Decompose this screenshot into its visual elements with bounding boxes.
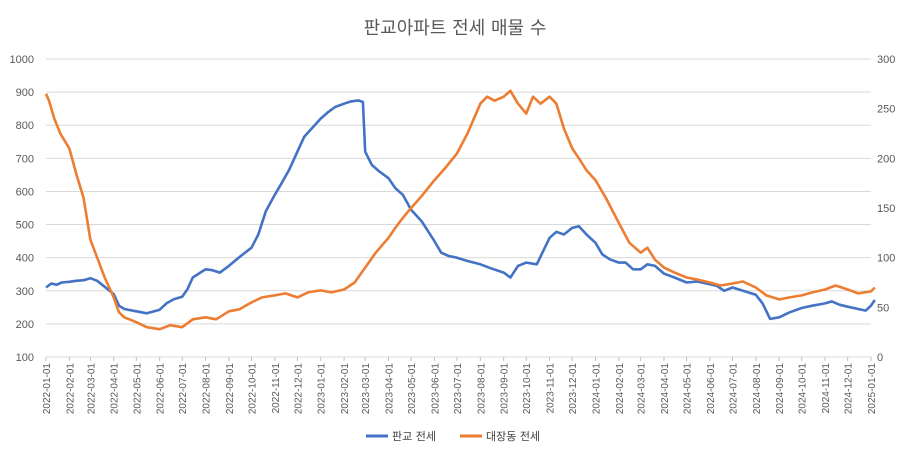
x-tick-label: 2023-09-01 [500,363,511,415]
x-tick-label: 2022-01-01 [42,363,53,415]
y-right-tick-label: 0 [877,352,883,364]
x-tick-label: 2024-05-01 [683,363,694,415]
x-tick-label: 2022-05-01 [132,363,143,415]
y-left-tick-label: 700 [16,153,34,165]
y-left-tick-label: 600 [16,186,34,198]
x-tick-label: 2024-02-01 [615,363,626,415]
x-tick-label: 2024-07-01 [728,363,739,415]
x-tick-label: 2024-09-01 [775,363,786,415]
y-right-tick-label: 150 [877,203,895,215]
x-tick-label: 2022-12-01 [293,363,304,415]
x-tick-label: 2023-10-01 [522,363,533,415]
x-tick-label: 2023-01-01 [317,363,328,415]
x-tick-label: 2023-07-01 [453,363,464,415]
y-left-tick-label: 200 [16,319,34,331]
legend-label-0: 판교 전세 [392,430,436,443]
x-tick-label: 2024-04-01 [660,363,671,415]
gridlines [46,58,871,358]
x-tick-label: 2023-08-01 [476,363,487,415]
y-left-tick-label: 800 [16,120,34,132]
x-tick-label: 2022-06-01 [156,363,167,415]
x-tick-label: 2025-01-01 [867,363,878,415]
x-tick-label: 2022-08-01 [202,363,213,415]
legend-label-1: 대장동 전세 [486,430,540,443]
y-right-tick-label: 200 [877,153,895,165]
x-tick-label: 2024-10-01 [798,363,809,415]
y-left-tick-label: 100 [16,352,34,364]
y-axis-right: 0 50 100 150 200 250 300 [877,54,895,364]
y-right-tick-label: 100 [877,253,895,265]
x-tick-label: 2023-05-01 [407,363,418,415]
x-tick-label: 2024-03-01 [637,363,648,415]
x-tick-label: 2023-12-01 [568,363,579,415]
x-tick-label: 2023-03-01 [361,363,372,415]
series-line-1 [44,89,876,331]
y-left-tick-label: 400 [16,253,34,265]
x-axis: 2022-01-01 2022-02-01 2022-03-01 2022-04-01… [42,357,878,414]
x-tick-label: 2024-01-01 [591,363,602,415]
y-left-tick-label: 300 [16,286,34,298]
y-left-tick-label: 500 [16,220,34,232]
x-tick-label: 2022-02-01 [65,363,76,415]
x-tick-label: 2022-11-01 [271,363,282,414]
series-lines [44,89,876,331]
x-tick-label: 2024-06-01 [706,363,717,415]
x-tick-label: 2023-06-01 [430,363,441,415]
legend: 판교 전세 대장동 전세 [366,430,540,443]
x-tick-label: 2024-08-01 [752,363,763,415]
x-tick-label: 2023-11-01 [546,363,557,414]
x-tick-label: 2023-04-01 [384,363,395,415]
x-tick-label: 2022-07-01 [178,363,189,415]
x-tick-label: 2022-04-01 [110,363,121,415]
x-tick-label: 2022-03-01 [86,363,97,415]
y-right-tick-label: 50 [877,302,889,314]
y-left-tick-label: 1000 [10,54,34,66]
series-line-0 [45,99,876,321]
y-right-tick-label: 250 [877,104,895,116]
x-tick-label: 2022-09-01 [225,363,236,415]
y-axis-left: 100 200 300 400 500 600 700 800 900 1000 [10,54,34,364]
x-tick-label: 2024-11-01 [821,363,832,414]
y-left-tick-label: 900 [16,87,34,99]
x-tick-label: 2022-10-01 [247,363,258,415]
x-tick-label: 2023-02-01 [340,363,351,415]
chart-title: 판교아파트 전세 매물 수 [364,18,547,39]
y-right-tick-label: 300 [877,54,895,66]
x-tick-label: 2024-12-01 [844,363,855,415]
